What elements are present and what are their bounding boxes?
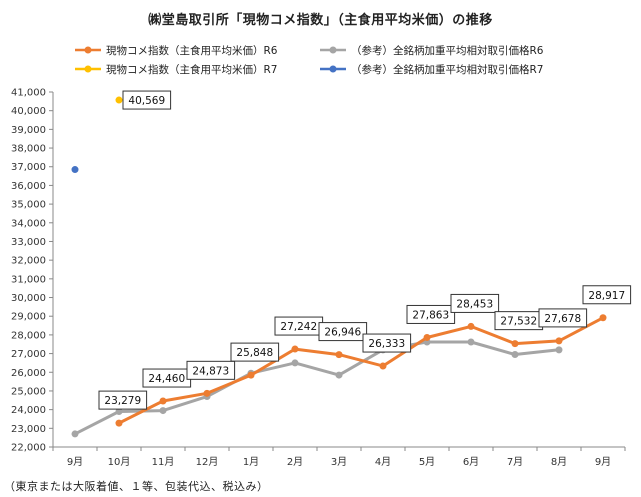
- legend-swatch-marker: [329, 65, 337, 73]
- data-point: [511, 351, 519, 359]
- data-point: [115, 419, 123, 427]
- y-tick-label: 23,000: [11, 424, 46, 435]
- data-label: 28,917: [588, 290, 625, 302]
- data-label: 27,532: [500, 316, 537, 328]
- data-point: [159, 407, 167, 415]
- y-tick-label: 28,000: [11, 330, 46, 341]
- y-tick-label: 33,000: [11, 237, 46, 248]
- data-point: [467, 322, 475, 330]
- series-line: [118, 316, 604, 425]
- x-tick-label: 2月: [287, 456, 303, 468]
- chart-footnote: （東京または大阪着値、１等、包装代込、税込み）: [4, 480, 269, 493]
- legend-swatch-marker: [84, 46, 92, 54]
- data-label: 27,863: [412, 309, 449, 321]
- x-tick-label: 3月: [331, 456, 347, 468]
- data-point: [291, 359, 299, 367]
- x-tick-label: 12月: [196, 456, 219, 468]
- data-label-box: [318, 322, 368, 342]
- data-label: 25,848: [236, 347, 273, 359]
- data-label: 26,333: [368, 338, 405, 350]
- data-label: 28,453: [456, 298, 493, 310]
- x-tick-label: 4月: [375, 456, 391, 468]
- data-point: [335, 371, 343, 379]
- data-label-box: [230, 342, 280, 362]
- y-tick-label: 30,000: [11, 293, 46, 304]
- y-tick-label: 36,000: [11, 181, 46, 192]
- data-point: [379, 362, 387, 370]
- data-label-box: [582, 285, 632, 305]
- legend-swatch-marker: [329, 46, 337, 54]
- data-label: 40,569: [128, 95, 165, 107]
- y-tick-label: 39,000: [11, 125, 46, 136]
- data-point: [203, 389, 211, 397]
- data-label-box: [122, 90, 172, 110]
- data-point: [467, 338, 475, 346]
- y-tick-label: 26,000: [11, 368, 46, 379]
- data-point: [423, 333, 431, 341]
- legend-label: （参考）全銘柄加重平均相対取引価格R7: [351, 63, 543, 76]
- chart-title: ㈱堂島取引所「現物コメ指数」（主食用平均米価）の推移: [148, 13, 493, 28]
- y-tick-label: 27,000: [11, 349, 46, 360]
- x-tick-label: 10月: [108, 456, 131, 468]
- data-label: 23,279: [104, 395, 141, 407]
- data-point: [159, 397, 167, 405]
- x-tick-label: 7月: [507, 456, 523, 468]
- data-label-box: [538, 308, 588, 328]
- data-point: [71, 430, 79, 438]
- series-line: [74, 340, 560, 436]
- data-label: 24,873: [192, 365, 229, 377]
- y-tick-label: 41,000: [11, 88, 46, 99]
- legend-swatch-marker: [84, 65, 92, 73]
- y-tick-label: 29,000: [11, 312, 46, 323]
- y-tick-label: 35,000: [11, 200, 46, 211]
- data-label: 27,242: [280, 321, 317, 333]
- x-tick-label: 11月: [152, 456, 175, 468]
- legend-label: （参考）全銘柄加重平均相対取引価格R6: [351, 44, 544, 57]
- data-point: [555, 346, 563, 354]
- y-tick-label: 37,000: [11, 162, 46, 173]
- data-label-box: [362, 333, 412, 353]
- data-label-box: [98, 390, 148, 410]
- y-tick-label: 32,000: [11, 256, 46, 267]
- data-point: [599, 314, 607, 322]
- data-point: [247, 371, 255, 379]
- data-label: 26,946: [324, 327, 361, 339]
- x-tick-label: 9月: [595, 456, 611, 468]
- data-label: 24,460: [148, 373, 185, 385]
- data-point: [555, 337, 563, 345]
- legend-label: 現物コメ指数（主食用平均米価）R6: [106, 44, 278, 57]
- x-tick-label: 6月: [463, 456, 479, 468]
- x-tick-label: 8月: [551, 456, 567, 468]
- y-tick-label: 25,000: [11, 386, 46, 397]
- data-point: [115, 408, 123, 415]
- legend-label: 現物コメ指数（主食用平均米価）R7: [106, 63, 277, 76]
- x-tick-label: 5月: [419, 456, 435, 468]
- y-tick-label: 38,000: [11, 144, 46, 155]
- x-tick-label: 9月: [67, 456, 83, 468]
- y-tick-label: 24,000: [11, 405, 46, 416]
- y-tick-label: 31,000: [11, 274, 46, 285]
- y-tick-label: 22,000: [11, 443, 46, 454]
- data-label-box: [450, 293, 500, 313]
- x-tick-label: 1月: [243, 456, 259, 468]
- data-label: 27,678: [544, 313, 581, 325]
- data-point: [71, 166, 79, 174]
- data-point: [335, 351, 343, 359]
- y-tick-label: 40,000: [11, 106, 46, 117]
- data-label-box: [186, 360, 236, 380]
- data-label-box: [406, 304, 456, 324]
- data-point: [291, 345, 299, 353]
- y-tick-label: 34,000: [11, 218, 46, 229]
- data-point: [511, 340, 519, 348]
- data-point: [115, 96, 123, 104]
